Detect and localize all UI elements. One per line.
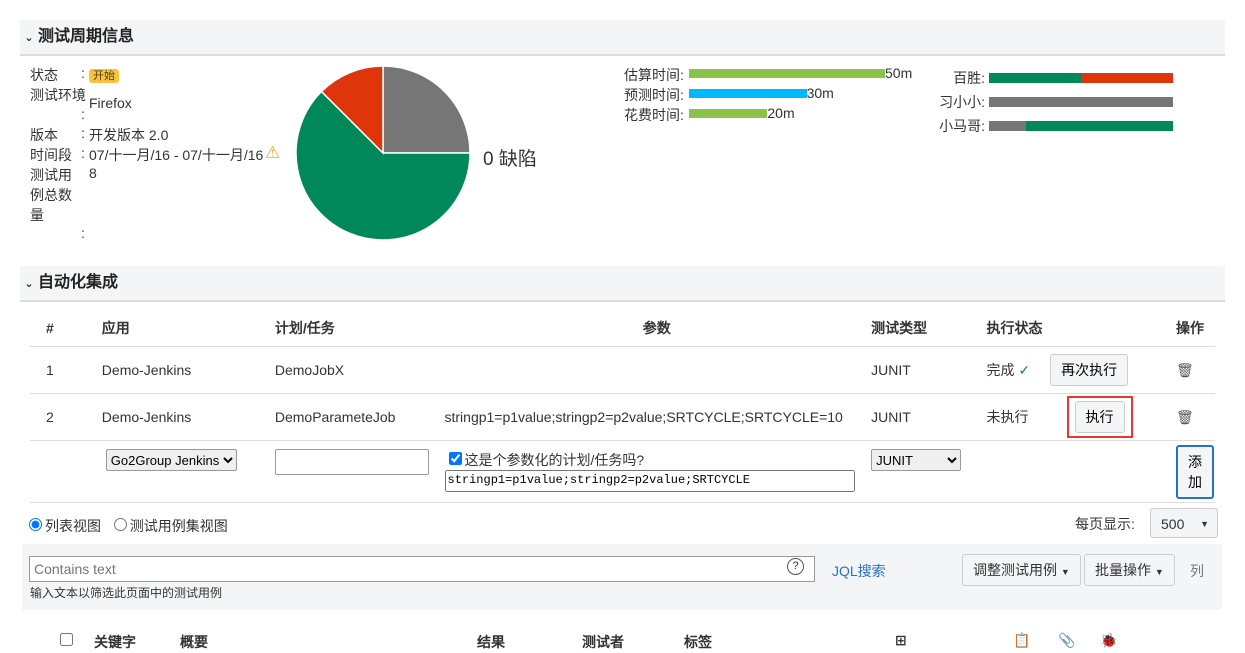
tester-progress-segment xyxy=(1081,73,1173,83)
time-label: 花费时间: xyxy=(624,107,684,123)
parameterized-checkbox[interactable] xyxy=(448,452,462,465)
caret-icon: ▼ xyxy=(1200,519,1209,529)
total-label: 测试用 xyxy=(30,167,72,183)
version-label: 版本 xyxy=(30,127,58,143)
time-label: 估算时间: xyxy=(624,67,684,83)
col-key[interactable]: 关键字 xyxy=(94,634,136,650)
set-view-radio[interactable] xyxy=(113,518,127,531)
col-summary[interactable]: 概要 xyxy=(180,634,208,650)
tester-progress-segment xyxy=(989,73,1081,83)
time-bar xyxy=(689,69,885,78)
chevron-down-icon: ⌄ xyxy=(24,278,34,290)
table-row: 1 Demo-Jenkins DemoJobX JUNIT 完成 ✓ 再次执行 🗑 xyxy=(30,346,1215,394)
help-icon[interactable]: ? xyxy=(787,558,804,575)
columns-button[interactable]: 列 xyxy=(1190,563,1204,579)
time-value: 30m xyxy=(806,85,834,101)
period-label: 时间段 xyxy=(30,147,72,163)
params-textarea[interactable]: stringp1=p1value;stringp2=p2value;SRTCYC… xyxy=(444,470,855,492)
app-select[interactable]: Go2Group Jenkins xyxy=(105,449,237,471)
env-label: 测试环境 xyxy=(30,87,86,103)
status-label: 状态 xyxy=(30,67,58,83)
pie-slice-1 xyxy=(295,90,471,241)
pie-slice-2 xyxy=(320,65,384,155)
filter-input[interactable] xyxy=(29,556,815,582)
time-value: 50m xyxy=(885,65,913,81)
adjust-testcases-button[interactable]: 调整测试用例 ▼ xyxy=(962,554,1081,586)
execute-button[interactable]: 执行 xyxy=(1074,401,1125,433)
attachment-icon: 📎 xyxy=(1058,632,1076,648)
bug-icon: 🐞 xyxy=(1100,632,1118,648)
time-bar xyxy=(689,109,768,118)
status-badge: 开始 xyxy=(89,69,119,83)
col-result[interactable]: 结果 xyxy=(477,634,505,650)
test-type-select[interactable]: JUNIT xyxy=(871,449,962,471)
total-value: 8 xyxy=(89,165,97,181)
job-input[interactable] xyxy=(274,449,429,475)
time-label: 预测时间: xyxy=(624,87,684,103)
trash-icon[interactable]: 🗑 xyxy=(1175,346,1215,394)
time-bar xyxy=(689,89,807,98)
table-row: 2 Demo-Jenkins DemoParameteJob stringp1=… xyxy=(30,393,1215,441)
list-view-radio[interactable] xyxy=(29,518,42,531)
period-value: 07/十一月/16 - 07/十一月/16 xyxy=(89,147,264,163)
time-value: 20m xyxy=(767,105,795,121)
col-labels[interactable]: 标签 xyxy=(684,634,712,650)
automation-table: # 应用 计划/任务 参数 测试类型 执行状态 操作 1 Demo-Jenkin… xyxy=(30,310,1215,503)
chevron-down-icon: ⌄ xyxy=(24,32,34,44)
components-icon: ⊞ xyxy=(895,632,907,648)
tester-progress-segment xyxy=(989,121,1026,131)
pie-slice-0 xyxy=(382,65,471,154)
bulk-actions-button[interactable]: 批量操作 ▼ xyxy=(1084,554,1175,586)
tester-name: 小马哥: xyxy=(939,118,985,134)
rerun-button[interactable]: 再次执行 xyxy=(1050,354,1129,386)
tester-progress-segment xyxy=(989,97,1173,107)
tester-progress-segment xyxy=(1025,121,1173,131)
filter-bar: ? 输入文本以筛选此页面中的测试用例 JQL搜索 调整测试用例 ▼ 批量操作 ▼… xyxy=(22,544,1222,610)
select-all-checkbox[interactable] xyxy=(60,633,73,646)
env-value: Firefox xyxy=(89,95,132,111)
cycle-info-header[interactable]: ⌄ 测试周期信息 xyxy=(20,20,1225,56)
clipboard-icon: 📋 xyxy=(1013,632,1031,648)
warning-icon: ⚠ xyxy=(265,143,281,162)
add-button[interactable]: 添加 xyxy=(1176,444,1214,499)
automation-header[interactable]: ⌄ 自动化集成 xyxy=(20,266,1225,302)
trash-icon[interactable]: 🗑 xyxy=(1175,393,1215,441)
check-icon: ✓ xyxy=(1018,362,1031,378)
pie-chart xyxy=(295,65,471,241)
jql-search-link[interactable]: JQL搜索 xyxy=(832,563,886,579)
col-tester[interactable]: 测试者 xyxy=(582,634,624,650)
version-value: 开发版本 2.0 xyxy=(89,127,169,143)
tester-name: 习小小: xyxy=(939,94,985,110)
per-page-label: 每页显示: xyxy=(1075,516,1135,532)
per-page-select[interactable]: 500 ▼ xyxy=(1150,508,1218,538)
tester-name: 百胜: xyxy=(953,70,985,86)
defects-count: 0 缺陷 xyxy=(483,149,537,170)
filter-hint: 输入文本以筛选此页面中的测试用例 xyxy=(30,586,223,600)
